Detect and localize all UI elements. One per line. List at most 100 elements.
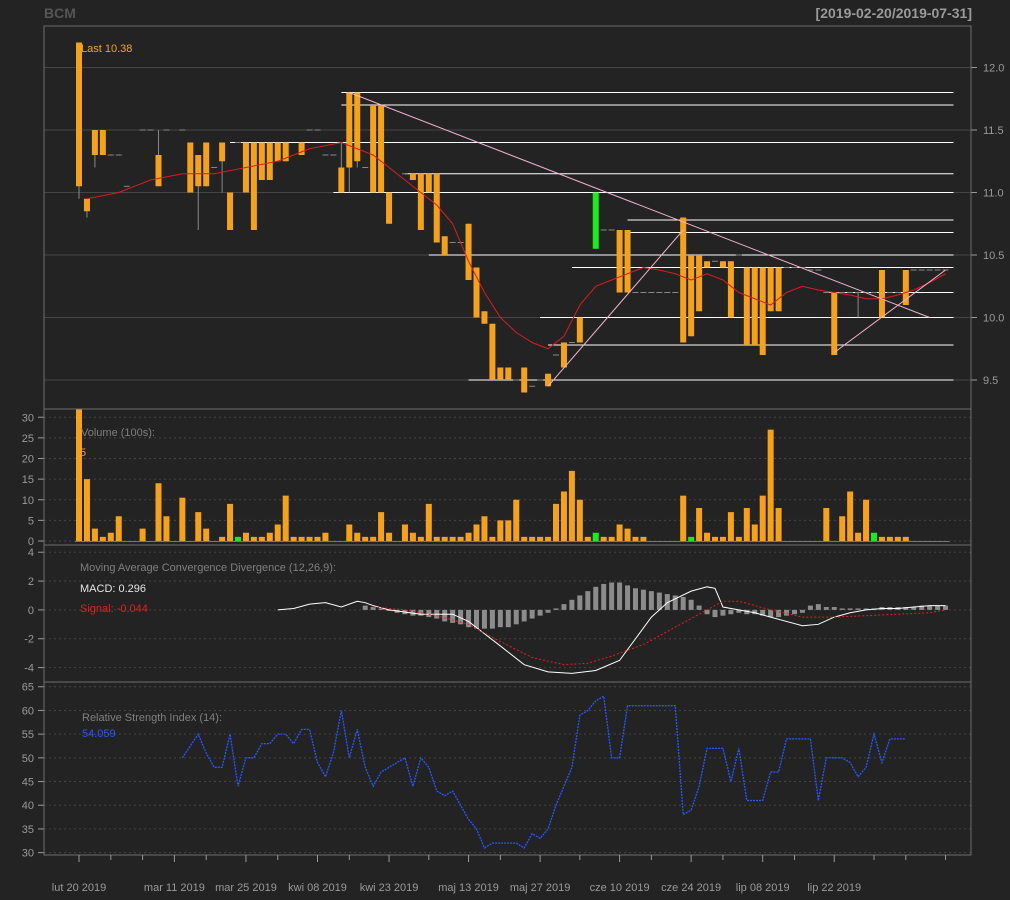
candle-body: [441, 236, 448, 255]
volume-bar: [235, 536, 241, 541]
volume-bar: [886, 536, 893, 541]
candle-body: [187, 142, 194, 193]
candle-body: [521, 367, 528, 393]
volume-bar: [449, 536, 456, 541]
macd-histogram-bar: [545, 609, 551, 613]
volume-tick-label: 0: [28, 536, 34, 548]
rsi-tick-label: 55: [22, 729, 34, 741]
macd-histogram-bar: [458, 609, 464, 625]
macd-histogram-bar: [609, 582, 615, 610]
macd-histogram-bar: [529, 609, 535, 619]
volume-bar: [855, 532, 862, 541]
macd-histogram-bar: [847, 608, 853, 610]
volume-bar: [513, 499, 520, 541]
signal-value: -0.044: [117, 603, 148, 615]
candle-body: [751, 267, 758, 345]
volume-bar: [99, 536, 106, 541]
candle-body: [576, 317, 583, 343]
x-tick-label: lip 08 2019: [736, 882, 790, 894]
macd-histogram-bar: [736, 609, 742, 613]
volume-bar: [242, 532, 249, 541]
macd-histogram-bar: [569, 599, 575, 610]
candle-body: [250, 142, 257, 230]
macd-histogram-bar: [497, 609, 503, 628]
volume-bar: [266, 532, 273, 541]
volume-bar: [417, 536, 424, 541]
volume-bar: [894, 536, 901, 541]
candle-body: [219, 142, 226, 162]
volume-panel: Volume (100s): 5: [75, 409, 950, 542]
volume-bar: [719, 536, 726, 541]
candle-body: [425, 173, 432, 193]
macd-histogram-bar: [927, 605, 933, 610]
volume-bar: [219, 536, 226, 541]
candle-body: [203, 142, 210, 187]
macd-histogram-bar: [943, 605, 949, 610]
candle-body: [489, 323, 496, 380]
macd-tick-label: 2: [28, 576, 34, 588]
macd-histogram-bar: [776, 609, 782, 618]
volume-bar: [704, 532, 711, 541]
macd-histogram-bar: [863, 608, 869, 610]
x-tick-label: cze 10 2019: [590, 882, 650, 894]
macd-histogram-bar: [744, 609, 750, 615]
macd-histogram-bar: [593, 586, 599, 610]
macd-histogram-bar: [919, 605, 925, 610]
frame-layer: 9.510.010.511.011.512.0051015202530-4-20…: [22, 25, 1004, 860]
macd-histogram-bar: [720, 609, 726, 616]
volume-bar: [632, 536, 639, 541]
macd-histogram-bar: [823, 607, 829, 610]
candle-body: [878, 270, 885, 318]
macd-histogram-bar: [370, 607, 376, 610]
volume-bar: [489, 536, 496, 541]
x-tick-label: lut 20 2019: [52, 882, 106, 894]
trendline: [547, 229, 684, 387]
volume-bar: [465, 532, 472, 541]
volume-bar: [473, 524, 480, 541]
x-tick-label: maj 27 2019: [510, 882, 571, 894]
macd-histogram-bar: [617, 582, 623, 610]
macd-histogram-bar: [378, 608, 384, 610]
x-tick-label: lip 22 2019: [807, 882, 861, 894]
candle-body: [378, 105, 385, 193]
macd-histogram-bar: [362, 605, 368, 610]
macd-tick-label: -4: [24, 663, 34, 675]
macd-histogram-bar: [489, 609, 495, 629]
candle-body: [560, 342, 567, 368]
volume-bar: [441, 536, 448, 541]
macd-histogram-bar: [855, 608, 861, 610]
candle-body: [481, 311, 488, 324]
rsi-tick-label: 30: [22, 848, 34, 860]
volume-bar: [203, 528, 210, 541]
volume-bar: [306, 536, 313, 541]
macd-histogram-bar: [481, 609, 487, 629]
candle-body: [99, 130, 106, 155]
volume-bar: [847, 491, 854, 541]
macd-panel: Moving Average Convergence Divergence (1…: [80, 562, 949, 674]
volume-bar: [871, 532, 877, 541]
candle-body: [688, 255, 695, 337]
macd-histogram-bar: [561, 604, 567, 610]
macd-histogram-bar: [704, 609, 710, 615]
volume-bar: [497, 520, 504, 541]
volume-bar: [839, 516, 846, 541]
date-range-title: [2019-02-20/2019-07-31]: [815, 5, 972, 21]
candle-body: [719, 261, 726, 268]
price-tick-label: 10.5: [983, 250, 1004, 262]
x-tick-label: maj 13 2019: [438, 882, 499, 894]
volume-bar: [195, 512, 202, 541]
candle-body: [346, 92, 353, 168]
signal-value-label: Signal: -0.044: [80, 603, 148, 615]
macd-histogram-bar: [839, 608, 845, 610]
volume-bar: [600, 536, 607, 541]
rsi-tick-label: 35: [22, 824, 34, 836]
volume-bar: [155, 483, 162, 541]
volume-bar: [290, 536, 297, 541]
candle-body: [902, 270, 909, 305]
x-tick-label: mar 25 2019: [215, 882, 277, 894]
candle-body: [274, 142, 281, 162]
volume-bar: [386, 532, 393, 541]
x-tick-label: kwi 23 2019: [360, 882, 419, 894]
price-tick-label: 10.0: [983, 313, 1004, 325]
macd-histogram-bar: [521, 609, 527, 622]
